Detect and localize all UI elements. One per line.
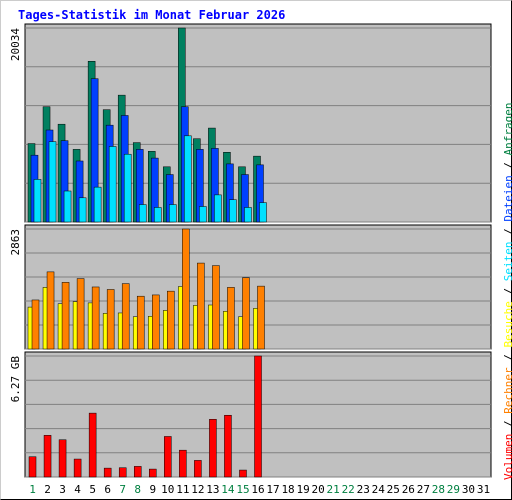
x-tick-label-day-6: 6: [104, 483, 111, 496]
bar-volumen-day-5: [88, 412, 97, 478]
bar-rechner-day-4: [76, 278, 85, 350]
bar-volumen-day-15: [239, 469, 247, 478]
bar-volumen-day-1: [28, 456, 37, 478]
x-tick-label-day-2: 2: [44, 483, 51, 496]
x-tick-label-day-4: 4: [74, 483, 81, 496]
bar-volumen-day-8: [133, 466, 142, 478]
x-tick-label-day-18: 18: [281, 483, 294, 496]
bar-rechner-day-9: [152, 294, 160, 350]
bar-seiten-day-13: [214, 194, 222, 223]
bar-seiten-day-12: [199, 206, 207, 223]
bar-seiten-day-10: [169, 204, 177, 223]
bar-rechner-day-10: [167, 290, 175, 350]
bar-seiten-day-3: [63, 190, 72, 223]
bar-rechner-day-15: [242, 277, 250, 350]
bar-rechner-day-16: [257, 285, 265, 350]
bar-volumen-day-3: [58, 439, 67, 478]
bar-seiten-day-2: [48, 141, 57, 223]
bar-rechner-day-7: [121, 283, 130, 350]
x-tick-label-day-20: 20: [312, 483, 325, 496]
ymax-label-top: 20034: [9, 28, 22, 61]
x-tick-label-day-23: 23: [357, 483, 370, 496]
x-tick-label-day-22: 22: [342, 483, 355, 496]
bar-seiten-day-6: [108, 146, 117, 223]
bar-seiten-day-7: [123, 153, 132, 223]
bar-seiten-day-9: [154, 207, 162, 223]
bar-volumen-day-7: [118, 467, 127, 478]
x-tick-label-day-14: 14: [221, 483, 235, 496]
bar-volumen-day-2: [43, 435, 52, 478]
x-tick-label-day-10: 10: [161, 483, 174, 496]
bar-volumen-day-4: [73, 458, 82, 478]
x-tick-label-day-24: 24: [372, 483, 386, 496]
x-tick-label-day-30: 30: [462, 483, 475, 496]
bar-seiten-day-5: [93, 186, 102, 223]
bar-seiten-day-16: [259, 202, 267, 223]
bar-volumen-day-12: [194, 460, 202, 478]
x-tick-label-day-21: 21: [327, 483, 340, 496]
bar-volumen-day-10: [164, 436, 172, 478]
x-tick-label-day-16: 16: [251, 483, 264, 496]
x-tick-label-day-27: 27: [417, 483, 430, 496]
bar-rechner-day-14: [227, 287, 235, 350]
x-tick-label-day-19: 19: [296, 483, 309, 496]
bar-seiten-day-14: [229, 199, 237, 223]
x-tick-label-day-17: 17: [266, 483, 279, 496]
x-tick-label-day-5: 5: [89, 483, 96, 496]
x-tick-label-day-28: 28: [432, 483, 445, 496]
x-tick-label-day-7: 7: [119, 483, 126, 496]
x-tick-label-day-11: 11: [176, 483, 189, 496]
x-tick-label-day-12: 12: [191, 483, 204, 496]
bar-rechner-day-11: [182, 228, 190, 350]
ymax-label-middle: 2863: [9, 229, 22, 256]
bar-volumen-day-13: [209, 419, 217, 478]
x-tick-label-day-8: 8: [134, 483, 141, 496]
x-tick-label-day-29: 29: [447, 483, 460, 496]
x-tick-label-day-26: 26: [402, 483, 415, 496]
x-tick-label-day-3: 3: [59, 483, 66, 496]
bar-seiten-day-11: [184, 135, 192, 223]
bar-volumen-day-11: [179, 449, 187, 478]
bar-seiten-day-1: [33, 179, 42, 223]
x-tick-label-day-9: 9: [149, 483, 156, 496]
ymax-label-bottom: 6.27 GB: [9, 356, 22, 403]
bar-rechner-day-1: [31, 299, 40, 350]
bar-seiten-day-8: [138, 204, 147, 223]
bar-volumen-day-6: [103, 467, 112, 478]
x-tick-label-day-1: 1: [29, 483, 36, 496]
x-tick-label-day-31: 31: [477, 483, 490, 496]
chart-title: Tages-Statistik im Monat Februar 2026: [18, 8, 286, 22]
bar-rechner-day-2: [46, 271, 55, 350]
bar-rechner-day-13: [212, 265, 220, 350]
bar-rechner-day-3: [61, 282, 70, 350]
bar-rechner-day-6: [106, 289, 115, 350]
bar-seiten-day-4: [78, 197, 87, 223]
bar-volumen-day-14: [224, 414, 232, 478]
bar-volumen-day-16: [254, 355, 262, 478]
bar-rechner-day-12: [197, 262, 205, 350]
bar-rechner-day-8: [136, 295, 145, 350]
x-tick-label-day-15: 15: [236, 483, 249, 496]
bar-rechner-day-5: [91, 286, 100, 350]
x-tick-label-day-13: 13: [206, 483, 219, 496]
bar-volumen-day-9: [149, 468, 157, 478]
bar-seiten-day-15: [244, 207, 252, 223]
x-tick-label-day-25: 25: [387, 483, 400, 496]
